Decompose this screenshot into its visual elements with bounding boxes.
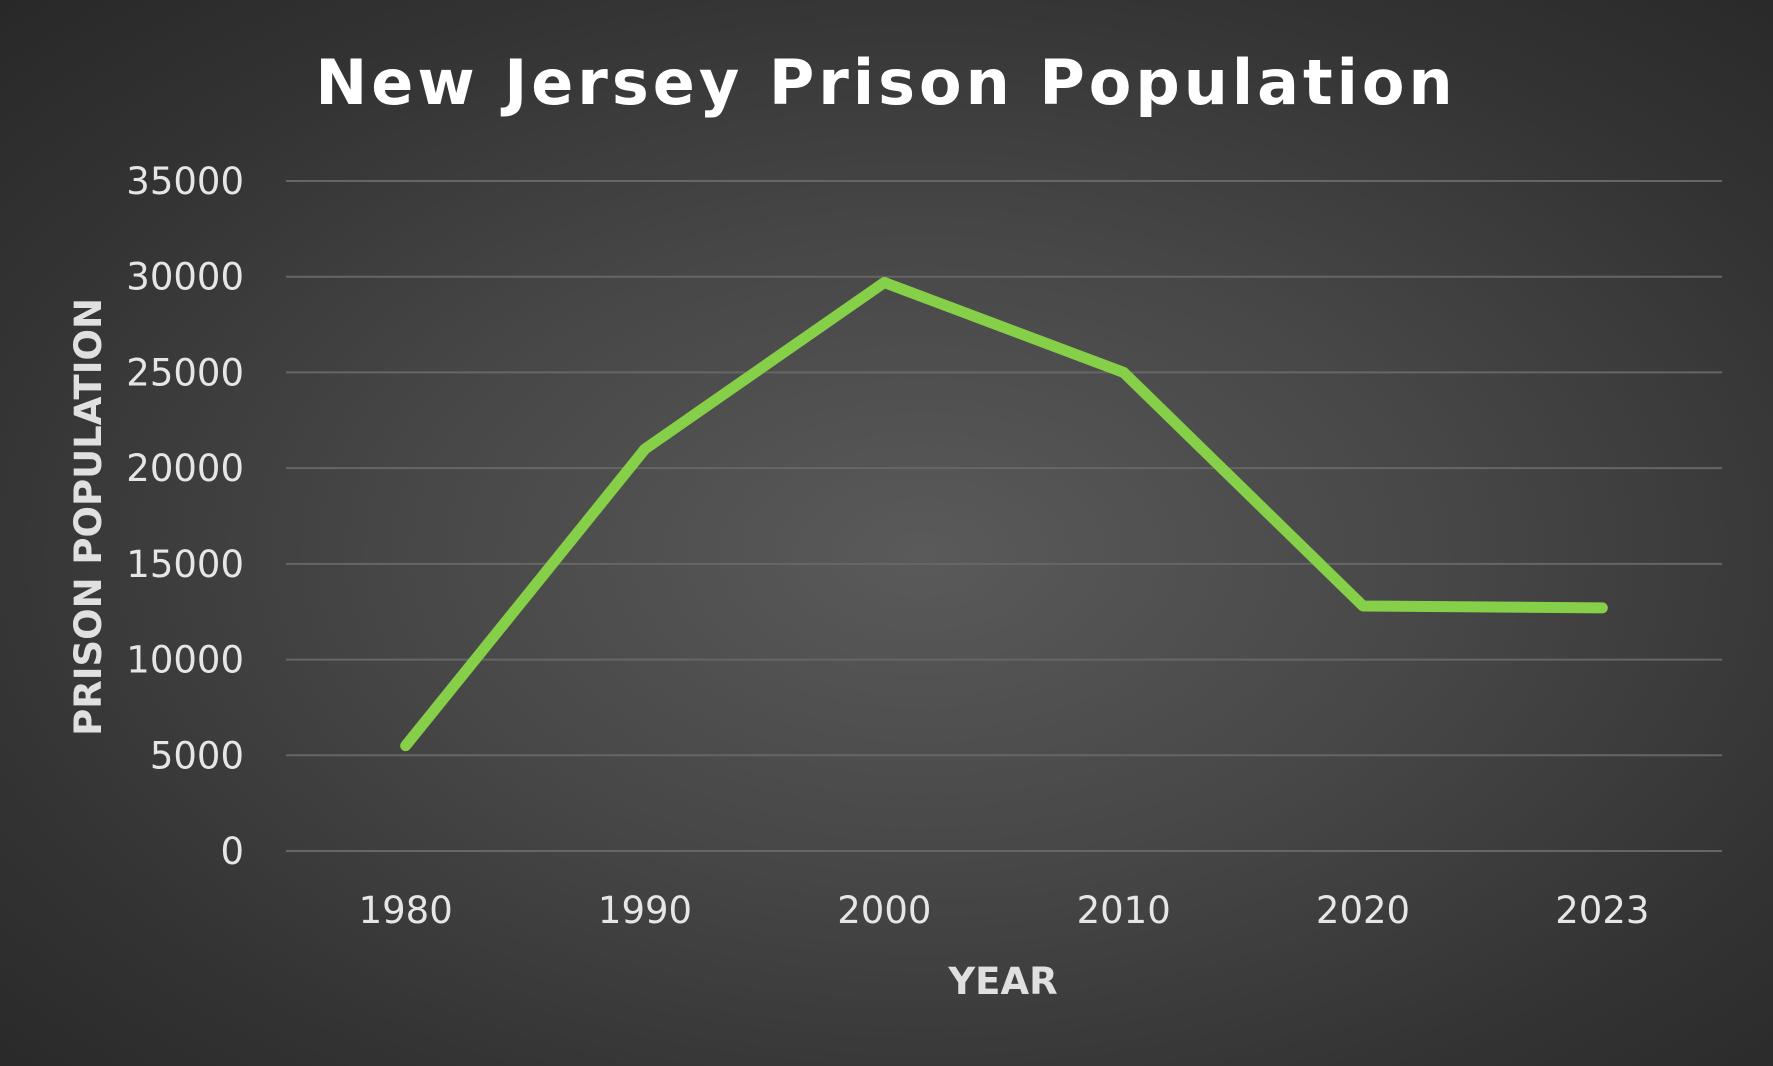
data-point-2023 bbox=[1601, 607, 1603, 609]
y-axis-ticks: 0 5000 10000 15000 20000 25000 30000 35000 bbox=[126, 160, 244, 873]
y-tick-label: 35000 bbox=[126, 160, 244, 203]
data-point-2020 bbox=[1362, 605, 1364, 607]
x-tick-label: 1990 bbox=[598, 889, 692, 932]
x-axis-ticks: 1980 1990 2000 2010 2020 2023 bbox=[359, 889, 1650, 932]
x-axis-label: YEAR bbox=[947, 960, 1057, 1003]
x-tick-label: 1980 bbox=[359, 889, 453, 932]
series-line-0 bbox=[400, 276, 1608, 752]
y-tick-label: 5000 bbox=[150, 734, 244, 777]
y-tick-label: 20000 bbox=[126, 447, 244, 490]
y-tick-label: 15000 bbox=[126, 543, 244, 586]
x-tick-label: 2023 bbox=[1555, 889, 1649, 932]
x-tick-label: 2010 bbox=[1077, 889, 1171, 932]
y-tick-label: 30000 bbox=[126, 256, 244, 299]
data-point-1980 bbox=[405, 745, 407, 747]
data-point-2010 bbox=[1123, 371, 1125, 373]
series-layer bbox=[400, 276, 1608, 752]
y-tick-label: 0 bbox=[220, 830, 244, 873]
y-axis-label: PRISON POPULATION bbox=[67, 298, 110, 736]
y-tick-label: 25000 bbox=[126, 351, 244, 394]
data-point-2000 bbox=[883, 281, 885, 283]
x-tick-label: 2020 bbox=[1316, 889, 1410, 932]
data-point-1990 bbox=[644, 448, 646, 450]
grid-lines bbox=[286, 180, 1722, 852]
chart-title: New Jersey Prison Population bbox=[315, 46, 1456, 119]
x-tick-label: 2000 bbox=[837, 889, 931, 932]
y-tick-label: 10000 bbox=[126, 639, 244, 682]
